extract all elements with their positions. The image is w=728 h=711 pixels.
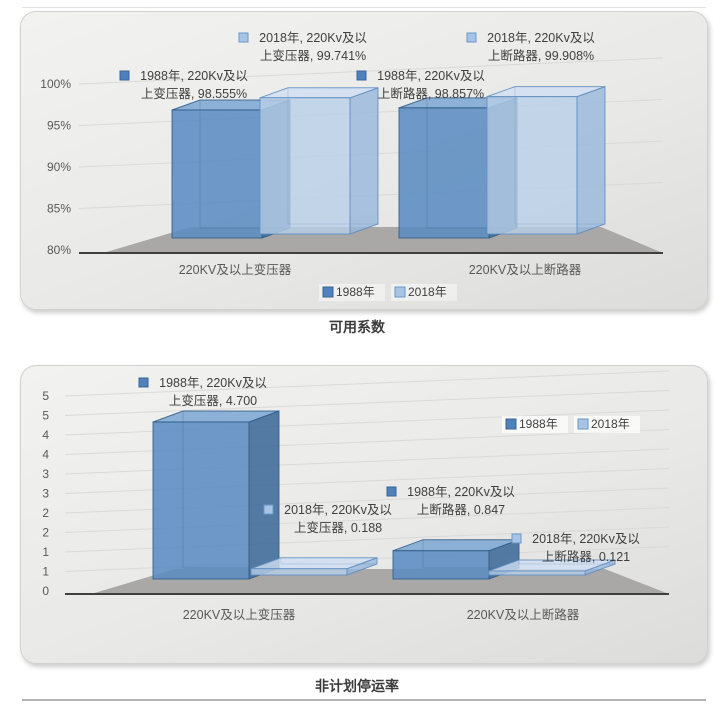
legend-item-label: 2018年 — [591, 417, 630, 431]
y-tick-label: 0 — [42, 584, 49, 598]
bottom-divider — [22, 699, 706, 701]
data-label-line2: 上变压器, 4.700 — [169, 393, 257, 408]
data-label-marker-icon — [466, 32, 477, 43]
x-category-label: 220KV及以上断路器 — [467, 607, 580, 622]
y-tick-label: 5 — [42, 389, 49, 403]
data-label-marker-icon — [138, 377, 149, 388]
y-tick-label: 5 — [42, 409, 49, 423]
bar3d-1988年-cat1 — [152, 410, 280, 580]
data-label-marker-icon — [386, 486, 397, 497]
y-tick-label: 95% — [47, 119, 71, 133]
legend-marker-icon — [577, 418, 589, 430]
data-label-line2: 上断路器, 0.847 — [417, 502, 505, 517]
data-label-line2: 上变压器, 99.741% — [260, 48, 366, 63]
legend-item-bg — [391, 284, 457, 301]
legend-marker-icon — [394, 286, 406, 298]
y-tick-label: 4 — [42, 428, 49, 442]
data-label-line2: 上变压器, 0.188 — [294, 520, 382, 535]
bar-front-face — [488, 570, 586, 576]
availability-chart-canvas: 100% 95% 90% 85% 80% 220KV及以上变压器 220KV及以上断路器 19… — [40, 31, 664, 301]
legend-marker-icon — [505, 418, 517, 430]
bar3d-2018年-cat1 — [250, 557, 378, 576]
data-label-line2: 上断路器, 0.121 — [542, 549, 630, 564]
top-divider — [22, 7, 706, 8]
data-label-line2: 上变压器, 98.555% — [141, 86, 247, 101]
gridline — [64, 370, 670, 397]
data-label-line1: 2018年, 220Kv及以 — [532, 532, 640, 546]
y-tick-label: 3 — [42, 467, 49, 481]
data-label-marker-icon — [356, 70, 367, 81]
legend-item-label: 2018年 — [408, 285, 447, 299]
x-category-label: 220KV及以上变压器 — [179, 262, 292, 277]
y-tick-label: 1 — [42, 565, 49, 579]
y-tick-label: 2 — [42, 526, 49, 540]
legend-item: 2018年 — [391, 284, 457, 301]
legend-item-bg — [574, 416, 640, 433]
y-tick-label: 85% — [47, 202, 71, 216]
bar-front-face — [250, 568, 348, 576]
bar-side-face — [576, 85, 606, 235]
bar-side-face — [248, 410, 280, 580]
data-label-line2: 上断路器, 98.857% — [378, 86, 484, 101]
y-tick-label: 2 — [42, 506, 49, 520]
y-tick-label: 80% — [47, 243, 71, 257]
gridline — [64, 390, 670, 416]
data-label-marker-icon — [119, 70, 130, 81]
legend-item-bg — [502, 416, 568, 433]
bar-front-face — [152, 421, 250, 580]
availability-chart-panel: 100% 95% 90% 85% 80% 220KV及以上变压器 220KV及以上断路器 19… — [20, 11, 708, 310]
y-tick-label: 90% — [47, 160, 71, 174]
legend-marker-icon — [322, 286, 334, 298]
data-label-marker-icon — [263, 504, 274, 515]
data-label-line2: 上断路器, 99.908% — [488, 48, 594, 63]
data-label-line1: 2018年, 220Kv及以 — [259, 31, 367, 45]
outage-rate-chart-canvas: 5 5 4 4 3 3 2 2 1 1 0 220KV及以上变压器 220KV及以上断路器 1988年, … — [42, 370, 670, 622]
legend-item-label: 1988年 — [519, 417, 558, 431]
data-label-line1: 2018年, 220Kv及以 — [284, 503, 392, 517]
y-tick-label: 4 — [42, 448, 49, 462]
bar-side-face — [349, 87, 379, 235]
availability-chart-title: 可用系数 — [329, 319, 385, 335]
legend-item: 1988年 — [502, 416, 568, 433]
x-category-label: 220KV及以上断路器 — [469, 262, 582, 277]
gridline — [78, 57, 664, 85]
y-tick-label: 100% — [40, 77, 71, 91]
bar-front-face — [398, 107, 490, 239]
legend-item: 2018年 — [574, 416, 640, 433]
bar3d-2018年-cat1 — [259, 87, 379, 235]
bar3d-2018年-cat2 — [488, 559, 616, 576]
bar3d-1988年-cat2 — [392, 538, 520, 580]
data-label-marker-icon — [511, 533, 522, 544]
bar-front-face — [171, 109, 263, 239]
data-label-line1: 1988年, 220Kv及以 — [159, 376, 267, 390]
y-tick-label: 1 — [42, 545, 49, 559]
data-label-line1: 1988年, 220Kv及以 — [140, 69, 248, 83]
data-label-line1: 1988年, 220Kv及以 — [407, 485, 515, 499]
bar-front-face — [392, 550, 490, 580]
data-label-line1: 1988年, 220Kv及以 — [377, 69, 485, 83]
y-tick-label: 3 — [42, 487, 49, 501]
bar3d-2018年-cat2 — [486, 85, 606, 235]
data-label-marker-icon — [238, 32, 249, 43]
legend-item-bg — [319, 284, 385, 301]
outage-rate-chart-panel: 5 5 4 4 3 3 2 2 1 1 0 220KV及以上变压器 220KV及以上断路器 1988年, … — [20, 365, 708, 664]
legend-item: 1988年 — [319, 284, 385, 301]
legend-item-label: 1988年 — [336, 285, 375, 299]
data-label-line1: 2018年, 220Kv及以 — [487, 31, 595, 45]
outage-rate-chart-title: 非计划停运率 — [315, 678, 399, 694]
bar-front-face — [486, 96, 578, 235]
bar-front-face — [259, 97, 351, 235]
x-category-label: 220KV及以上变压器 — [183, 607, 296, 622]
